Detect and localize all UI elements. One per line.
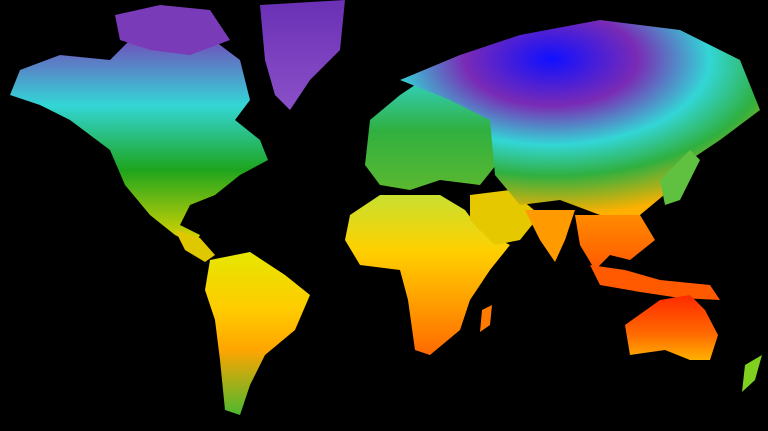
region-south-america	[205, 252, 310, 415]
region-madagascar	[480, 305, 492, 332]
region-new-zealand	[742, 355, 762, 392]
region-australia	[625, 295, 718, 360]
region-india	[525, 210, 575, 262]
region-southeast-asia	[575, 215, 655, 270]
region-canadian-arctic	[115, 5, 230, 55]
region-greenland	[260, 0, 345, 110]
region-africa	[345, 195, 510, 355]
region-indonesia	[590, 265, 720, 300]
region-north-america	[10, 30, 268, 245]
region-central-america	[175, 230, 215, 262]
region-japan	[660, 150, 700, 205]
region-asia	[400, 20, 760, 215]
